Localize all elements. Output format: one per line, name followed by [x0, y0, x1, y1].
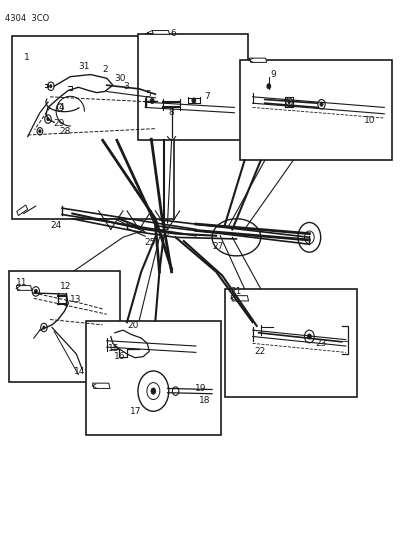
Polygon shape — [16, 286, 32, 290]
Text: 26: 26 — [159, 229, 170, 238]
Circle shape — [34, 289, 38, 294]
Text: 11: 11 — [16, 278, 27, 287]
Text: 17: 17 — [130, 407, 142, 416]
Text: 9: 9 — [270, 70, 276, 79]
Polygon shape — [152, 30, 170, 34]
Circle shape — [47, 117, 49, 120]
Text: 5: 5 — [145, 90, 151, 99]
Text: 16: 16 — [114, 352, 126, 361]
Bar — [86, 320, 222, 434]
Text: 23: 23 — [315, 339, 327, 348]
Bar — [11, 36, 174, 219]
Circle shape — [151, 388, 156, 394]
Circle shape — [43, 326, 45, 329]
Text: 29: 29 — [53, 119, 64, 128]
Text: 6: 6 — [171, 29, 177, 38]
Circle shape — [192, 98, 196, 103]
Text: 7: 7 — [204, 92, 210, 101]
Text: 1: 1 — [24, 53, 29, 62]
Text: 21: 21 — [230, 287, 241, 296]
Text: 15: 15 — [108, 344, 120, 353]
Text: 12: 12 — [60, 282, 71, 291]
Bar — [226, 289, 357, 398]
Text: 2: 2 — [103, 64, 108, 74]
Circle shape — [50, 85, 52, 88]
Circle shape — [307, 334, 311, 339]
Polygon shape — [17, 205, 28, 216]
Text: 20: 20 — [127, 321, 138, 330]
Circle shape — [39, 130, 41, 133]
Text: 25: 25 — [144, 238, 155, 247]
Text: 24: 24 — [50, 221, 61, 230]
Circle shape — [288, 101, 290, 104]
Text: 30: 30 — [114, 74, 126, 83]
Bar — [240, 60, 392, 160]
Polygon shape — [93, 383, 110, 389]
Text: 3: 3 — [123, 82, 129, 91]
Polygon shape — [231, 296, 248, 301]
Circle shape — [320, 102, 323, 107]
Text: 22: 22 — [255, 347, 266, 356]
Bar — [138, 34, 248, 140]
Text: 10: 10 — [364, 116, 375, 125]
Bar — [9, 271, 120, 382]
Text: 28: 28 — [59, 127, 70, 136]
Text: 4304  3CO: 4304 3CO — [5, 14, 50, 23]
Text: 31: 31 — [78, 62, 90, 70]
Text: 18: 18 — [199, 395, 211, 405]
Text: 8: 8 — [169, 108, 175, 117]
Text: 19: 19 — [195, 384, 206, 393]
Text: 27: 27 — [212, 242, 224, 251]
Circle shape — [267, 84, 271, 89]
Text: 14: 14 — [74, 367, 86, 376]
Text: 4: 4 — [58, 103, 64, 112]
Circle shape — [150, 99, 154, 104]
Text: 13: 13 — [70, 295, 82, 304]
Polygon shape — [249, 58, 267, 62]
